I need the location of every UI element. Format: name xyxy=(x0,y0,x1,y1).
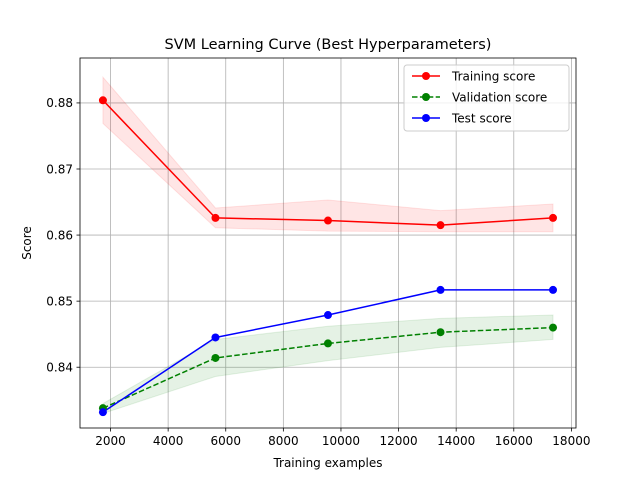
training-score-legend-marker xyxy=(422,72,430,80)
test-score-point xyxy=(98,408,107,417)
x-tick-label: 12000 xyxy=(379,434,417,448)
chart-title: SVM Learning Curve (Best Hyperparameters… xyxy=(165,37,492,53)
x-tick-label: 4000 xyxy=(153,434,184,448)
x-tick-label: 6000 xyxy=(210,434,241,448)
training-score-point xyxy=(98,96,107,105)
legend: Training score Validation score Test score xyxy=(403,64,570,132)
training-score-legend-label: Training score xyxy=(451,69,535,83)
training-score-point xyxy=(211,213,220,222)
test-score-point xyxy=(436,285,445,294)
validation-score-point xyxy=(211,353,220,362)
x-tick-label: 18000 xyxy=(552,434,590,448)
x-axis-ticks: 2000 4000 6000 8000 10000 12000 14000 16000 1800… xyxy=(95,428,590,448)
validation-score-point xyxy=(323,339,332,348)
y-tick-label: 0.86 xyxy=(46,228,73,242)
series-markers xyxy=(98,96,558,417)
training-score-point xyxy=(549,213,558,222)
training-score-point xyxy=(436,221,445,230)
y-tick-label: 0.85 xyxy=(46,294,73,308)
validation-score-legend-label: Validation score xyxy=(452,90,547,104)
test-score-point xyxy=(211,333,220,342)
y-axis-label: Score xyxy=(20,226,34,260)
validation-score-point xyxy=(549,323,558,332)
x-axis-label: Training examples xyxy=(272,456,382,470)
y-tick-label: 0.87 xyxy=(46,162,73,176)
plot-frame xyxy=(79,57,577,429)
x-tick-label: 2000 xyxy=(95,434,126,448)
x-tick-label: 10000 xyxy=(322,434,360,448)
y-tick-label: 0.84 xyxy=(46,361,73,375)
training-score-point xyxy=(323,216,332,225)
test-score-point xyxy=(323,311,332,320)
test-score-legend-marker xyxy=(422,114,430,122)
validation-score-line xyxy=(102,326,554,409)
training-score-band xyxy=(102,75,554,233)
x-tick-label: 14000 xyxy=(437,434,475,448)
x-tick-label: 8000 xyxy=(268,434,299,448)
y-axis-ticks: 0.84 0.85 0.86 0.87 0.88 xyxy=(46,96,80,375)
legend-box xyxy=(403,64,570,132)
validation-score-legend-marker xyxy=(422,93,430,101)
validation-score-point xyxy=(436,328,445,337)
test-score-legend-label: Test score xyxy=(451,111,512,125)
test-score-point xyxy=(549,285,558,294)
y-tick-label: 0.88 xyxy=(46,96,73,110)
x-tick-label: 16000 xyxy=(495,434,533,448)
